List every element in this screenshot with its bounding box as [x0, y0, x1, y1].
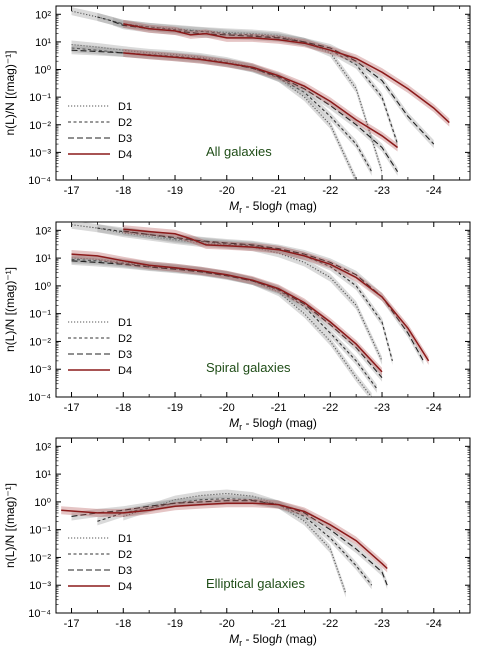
y-tick-label: 10⁻² [29, 552, 51, 564]
x-tick-label: -20 [219, 402, 235, 414]
y-axis-label: n(L)/N [(mag)⁻¹] [3, 50, 17, 135]
plot-frame [55, 5, 471, 181]
series-band-D3 [71, 256, 383, 382]
x-tick-label: -24 [426, 402, 442, 414]
panel-title: Spiral galaxies [206, 360, 291, 375]
x-tick-label: -22 [322, 185, 338, 197]
x-tick-label: -17 [64, 185, 80, 197]
x-tick-label: -22 [322, 402, 338, 414]
y-tick-label: 10¹ [35, 37, 51, 49]
y-tick-label: 10² [35, 225, 51, 237]
x-tick-label: -18 [115, 185, 131, 197]
y-tick-label: 10⁻³ [29, 364, 51, 376]
plot-frame [55, 437, 471, 614]
x-tick-label: -17 [64, 402, 80, 414]
legend-label-D2: D2 [118, 549, 132, 561]
series-band-D4 [123, 225, 429, 365]
x-tick-label: -23 [374, 402, 390, 414]
x-tick-label: -17 [64, 618, 80, 630]
series-line-D1 [71, 44, 357, 180]
panel-1: -17 -18 -19 -20 -21 -22 -23 -24 10⁻⁴ 10⁻³ 10⁻² 10⁻¹… [3, 5, 471, 215]
x-tick-label: -19 [167, 618, 183, 630]
series-line-D4 [123, 23, 450, 124]
legend-label-D3: D3 [118, 349, 132, 361]
series-line-D2 [97, 498, 373, 586]
legend-label-D2: D2 [118, 117, 132, 129]
y-tick-label: 10⁰ [34, 65, 51, 77]
series-band-D2 [97, 224, 393, 365]
series-line-D3 [71, 260, 383, 378]
series-line-D1 [71, 224, 383, 362]
x-tick-label: -18 [115, 618, 131, 630]
y-axis-label: n(L)/N [(mag)⁻¹] [3, 483, 17, 568]
y-tick-label: 10⁻¹ [29, 525, 51, 537]
y-axis-label: n(L)/N [(mag)⁻¹] [3, 267, 17, 352]
series-line-D4 [71, 253, 383, 373]
panel-2: -17 -18 -19 -20 -21 -22 -23 -24 10⁻⁴ 10⁻³ 10⁻² 10⁻¹… [3, 221, 471, 432]
y-tick-label: 10⁻¹ [29, 92, 51, 104]
x-tick-label: -21 [271, 185, 287, 197]
x-axis-label: Mr - 5logh (mag) [229, 632, 317, 648]
y-tick-label: 10⁻² [29, 120, 51, 132]
legend-label-D3: D3 [118, 565, 132, 577]
legend-label-D4: D4 [118, 365, 132, 377]
y-tick-label: 10⁻² [29, 336, 51, 348]
y-tick-label: 10⁰ [34, 497, 51, 509]
series-line-D4 [123, 228, 430, 362]
x-axis-label: Mr - 5logh (mag) [229, 199, 317, 215]
y-tick-label: 10⁻⁴ [28, 608, 51, 620]
y-tick-label: 10⁻³ [29, 580, 51, 592]
x-tick-label: -23 [374, 185, 390, 197]
legend-label-D4: D4 [118, 149, 132, 161]
panel-title: All galaxies [206, 144, 272, 159]
y-tick-label: 10¹ [35, 469, 51, 481]
legend-label-D2: D2 [118, 333, 132, 345]
series-group [71, 7, 450, 180]
x-axis-label: Mr - 5logh (mag) [229, 416, 317, 432]
y-tick-label: 10⁻⁴ [28, 392, 51, 404]
series-band-D3 [71, 46, 398, 176]
y-tick-label: 10⁻³ [29, 147, 51, 159]
series-group [61, 489, 388, 598]
y-tick-label: 10⁻¹ [29, 309, 51, 321]
series-band-D2 [97, 494, 372, 590]
y-tick-label: 10⁻⁴ [28, 175, 51, 187]
x-tick-label: -18 [115, 402, 131, 414]
x-tick-label: -22 [322, 618, 338, 630]
legend-label-D1: D1 [118, 317, 132, 329]
x-tick-label: -19 [167, 185, 183, 197]
panel-title: Elliptical galaxies [206, 576, 305, 591]
series-line-D4 [61, 502, 388, 570]
series-band-D3 [112, 17, 434, 149]
x-tick-label: -23 [374, 618, 390, 630]
x-tick-label: -20 [219, 185, 235, 197]
legend-label-D1: D1 [118, 101, 132, 113]
legend-label-D3: D3 [118, 133, 132, 145]
y-tick-label: 10⁰ [34, 281, 51, 293]
series-line-D4 [123, 52, 399, 149]
legend-label-D4: D4 [118, 581, 132, 593]
x-tick-label: -19 [167, 402, 183, 414]
series-line-D3 [71, 500, 388, 586]
series-line-D2 [97, 16, 399, 145]
x-tick-label: -21 [271, 402, 287, 414]
x-tick-label: -24 [426, 618, 442, 630]
x-tick-label: -21 [271, 618, 287, 630]
panel-3: -17 -18 -19 -20 -21 -22 -23 -24 10⁻⁴ 10⁻³ 10⁻² 10⁻¹… [3, 437, 471, 648]
y-tick-label: 10² [35, 441, 51, 453]
legend-label-D1: D1 [118, 533, 132, 545]
series-group [71, 222, 430, 397]
y-tick-label: 10² [35, 9, 51, 21]
plot-frame [55, 221, 471, 398]
x-tick-label: -20 [219, 618, 235, 630]
series-line-D2 [97, 227, 393, 362]
x-tick-label: -24 [426, 185, 442, 197]
y-tick-label: 10¹ [35, 253, 51, 265]
